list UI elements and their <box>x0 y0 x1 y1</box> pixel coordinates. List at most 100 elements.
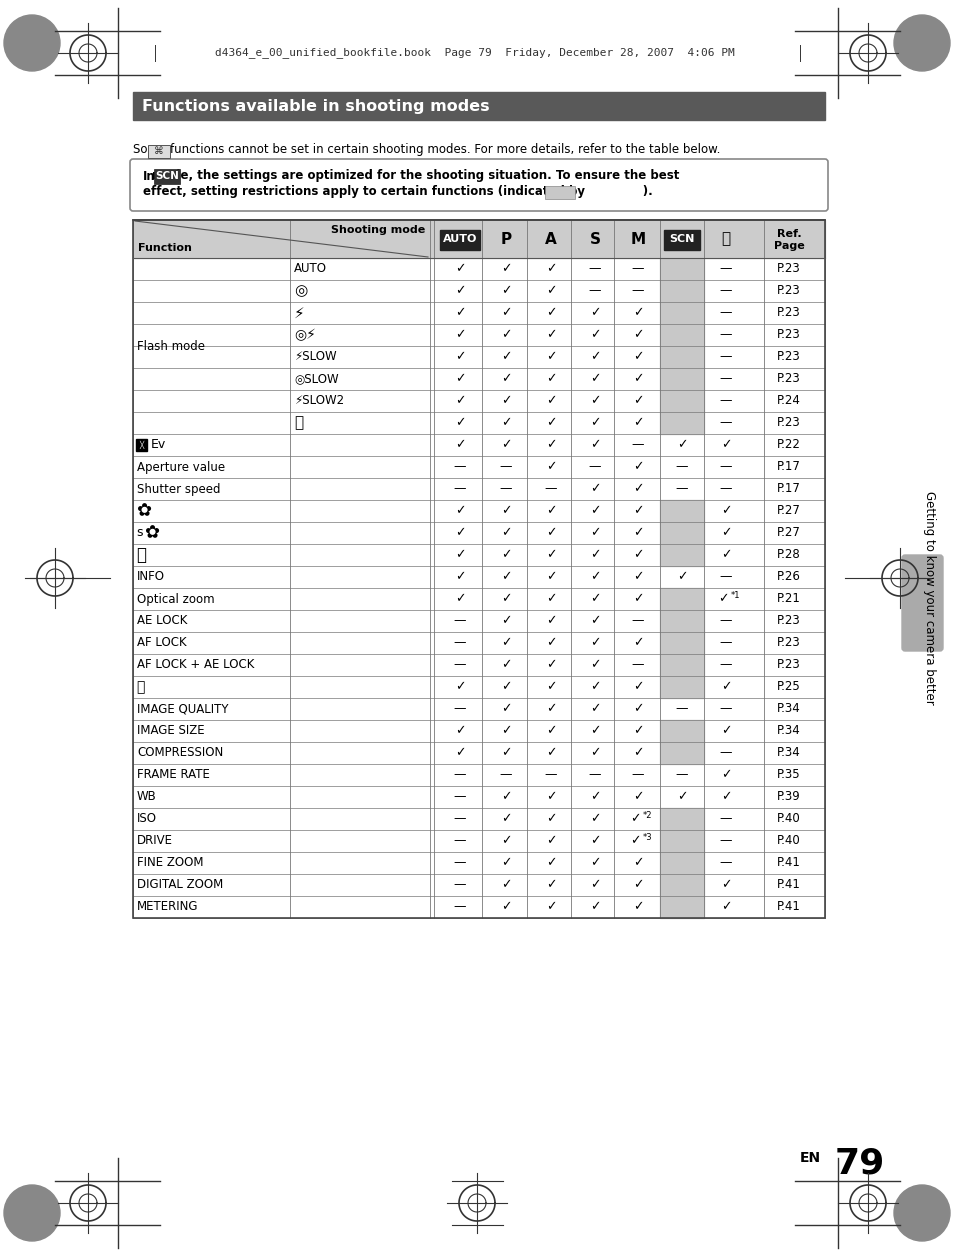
Text: SCN: SCN <box>669 234 694 244</box>
Text: ✓: ✓ <box>500 637 511 649</box>
Text: P.23: P.23 <box>777 284 800 297</box>
Text: ✓: ✓ <box>455 746 465 760</box>
Text: ✓: ✓ <box>545 901 556 913</box>
Text: ✓: ✓ <box>589 439 599 452</box>
Text: ✓: ✓ <box>632 372 642 385</box>
Text: ✓: ✓ <box>500 834 511 848</box>
Text: ✓: ✓ <box>589 857 599 869</box>
Text: —: — <box>719 614 732 628</box>
Text: ✓: ✓ <box>455 284 465 297</box>
Bar <box>659 610 703 632</box>
Text: —: — <box>454 702 466 716</box>
Text: ✓: ✓ <box>676 790 686 804</box>
Text: ✓: ✓ <box>589 878 599 892</box>
Bar <box>136 439 147 452</box>
Text: ✓: ✓ <box>455 416 465 429</box>
Text: —: — <box>631 263 643 276</box>
Text: ✓: ✓ <box>589 593 599 605</box>
Text: ⌘: ⌘ <box>154 146 164 156</box>
Text: —: — <box>719 834 732 848</box>
Text: In      mode, available functions vary depending on the modes set in the [MY MOD: In mode, available functions vary depend… <box>132 159 712 172</box>
Text: ISO: ISO <box>137 813 157 825</box>
Text: ✓: ✓ <box>455 681 465 693</box>
Text: —: — <box>454 483 466 496</box>
Text: P.23: P.23 <box>777 328 800 341</box>
Text: ✓: ✓ <box>720 878 731 892</box>
Text: ✓: ✓ <box>720 504 731 517</box>
Text: ✓: ✓ <box>545 658 556 672</box>
Bar <box>659 281 703 302</box>
Text: ✓: ✓ <box>500 263 511 276</box>
Text: ✓: ✓ <box>500 570 511 584</box>
Text: —: — <box>588 460 600 473</box>
Text: ✓: ✓ <box>455 527 465 540</box>
Text: P.23: P.23 <box>777 614 800 628</box>
Circle shape <box>4 1185 60 1240</box>
Text: —: — <box>719 746 732 760</box>
Text: Getting to know your camera better: Getting to know your camera better <box>923 491 936 704</box>
Text: ✓: ✓ <box>632 483 642 496</box>
Text: ✓: ✓ <box>632 527 642 540</box>
Text: P.21: P.21 <box>777 593 801 605</box>
Bar <box>659 499 703 522</box>
Text: P.25: P.25 <box>777 681 800 693</box>
Text: P.39: P.39 <box>777 790 800 804</box>
Text: —: — <box>719 857 732 869</box>
Text: AE LOCK: AE LOCK <box>137 614 187 628</box>
Text: ✓: ✓ <box>500 790 511 804</box>
Text: ✓: ✓ <box>545 857 556 869</box>
Text: ✓: ✓ <box>500 527 511 540</box>
Text: P.41: P.41 <box>777 878 801 892</box>
Bar <box>659 258 703 281</box>
Text: IMAGE SIZE: IMAGE SIZE <box>137 725 204 737</box>
Text: —: — <box>499 769 512 781</box>
Circle shape <box>893 15 949 70</box>
Text: P.23: P.23 <box>777 263 800 276</box>
Bar <box>659 720 703 742</box>
Text: ✓: ✓ <box>500 548 511 561</box>
Text: —: — <box>544 483 557 496</box>
Bar <box>659 742 703 764</box>
Text: s: s <box>136 527 142 540</box>
Text: ✓: ✓ <box>589 746 599 760</box>
Text: ✓: ✓ <box>500 658 511 672</box>
Text: Some functions cannot be set in certain shooting modes. For more details, refer : Some functions cannot be set in certain … <box>132 143 720 156</box>
Text: d4364_e_00_unified_bookfile.book  Page 79  Friday, December 28, 2007  4:06 PM: d4364_e_00_unified_bookfile.book Page 79… <box>214 48 734 58</box>
Text: ✓: ✓ <box>545 593 556 605</box>
Text: —: — <box>675 702 687 716</box>
Text: COMPRESSION: COMPRESSION <box>137 746 223 760</box>
Text: —: — <box>454 614 466 628</box>
Text: —: — <box>544 769 557 781</box>
Text: ✓: ✓ <box>500 725 511 737</box>
Bar <box>659 852 703 874</box>
Text: ◎: ◎ <box>294 283 307 298</box>
Text: ◎⚡: ◎⚡ <box>294 328 315 342</box>
Text: ✓: ✓ <box>589 372 599 385</box>
Text: ✓: ✓ <box>632 351 642 364</box>
Text: —: — <box>499 460 512 473</box>
Text: AUTO: AUTO <box>294 263 327 276</box>
Text: ✓: ✓ <box>545 504 556 517</box>
Text: ✓: ✓ <box>500 351 511 364</box>
Text: ✓: ✓ <box>632 790 642 804</box>
Text: effect, setting restrictions apply to certain functions (indicated by           : effect, setting restrictions apply to ce… <box>143 185 652 199</box>
Text: ✓: ✓ <box>545 681 556 693</box>
Text: A: A <box>544 231 557 247</box>
Text: ⚡SLOW: ⚡SLOW <box>294 351 336 364</box>
Text: P.35: P.35 <box>777 769 800 781</box>
Text: METERING: METERING <box>137 901 198 913</box>
Text: ✓: ✓ <box>500 439 511 452</box>
Bar <box>148 145 170 159</box>
Text: —: — <box>631 614 643 628</box>
Text: ✓: ✓ <box>632 857 642 869</box>
Text: P.34: P.34 <box>777 746 800 760</box>
Bar <box>659 587 703 610</box>
Text: ✓: ✓ <box>455 548 465 561</box>
Text: ✓: ✓ <box>720 901 731 913</box>
Text: ✓: ✓ <box>545 416 556 429</box>
Text: ✓: ✓ <box>632 637 642 649</box>
Text: ⏲: ⏲ <box>136 546 146 564</box>
Text: —: — <box>719 460 732 473</box>
Text: P.41: P.41 <box>777 857 801 869</box>
Text: ✓: ✓ <box>500 878 511 892</box>
